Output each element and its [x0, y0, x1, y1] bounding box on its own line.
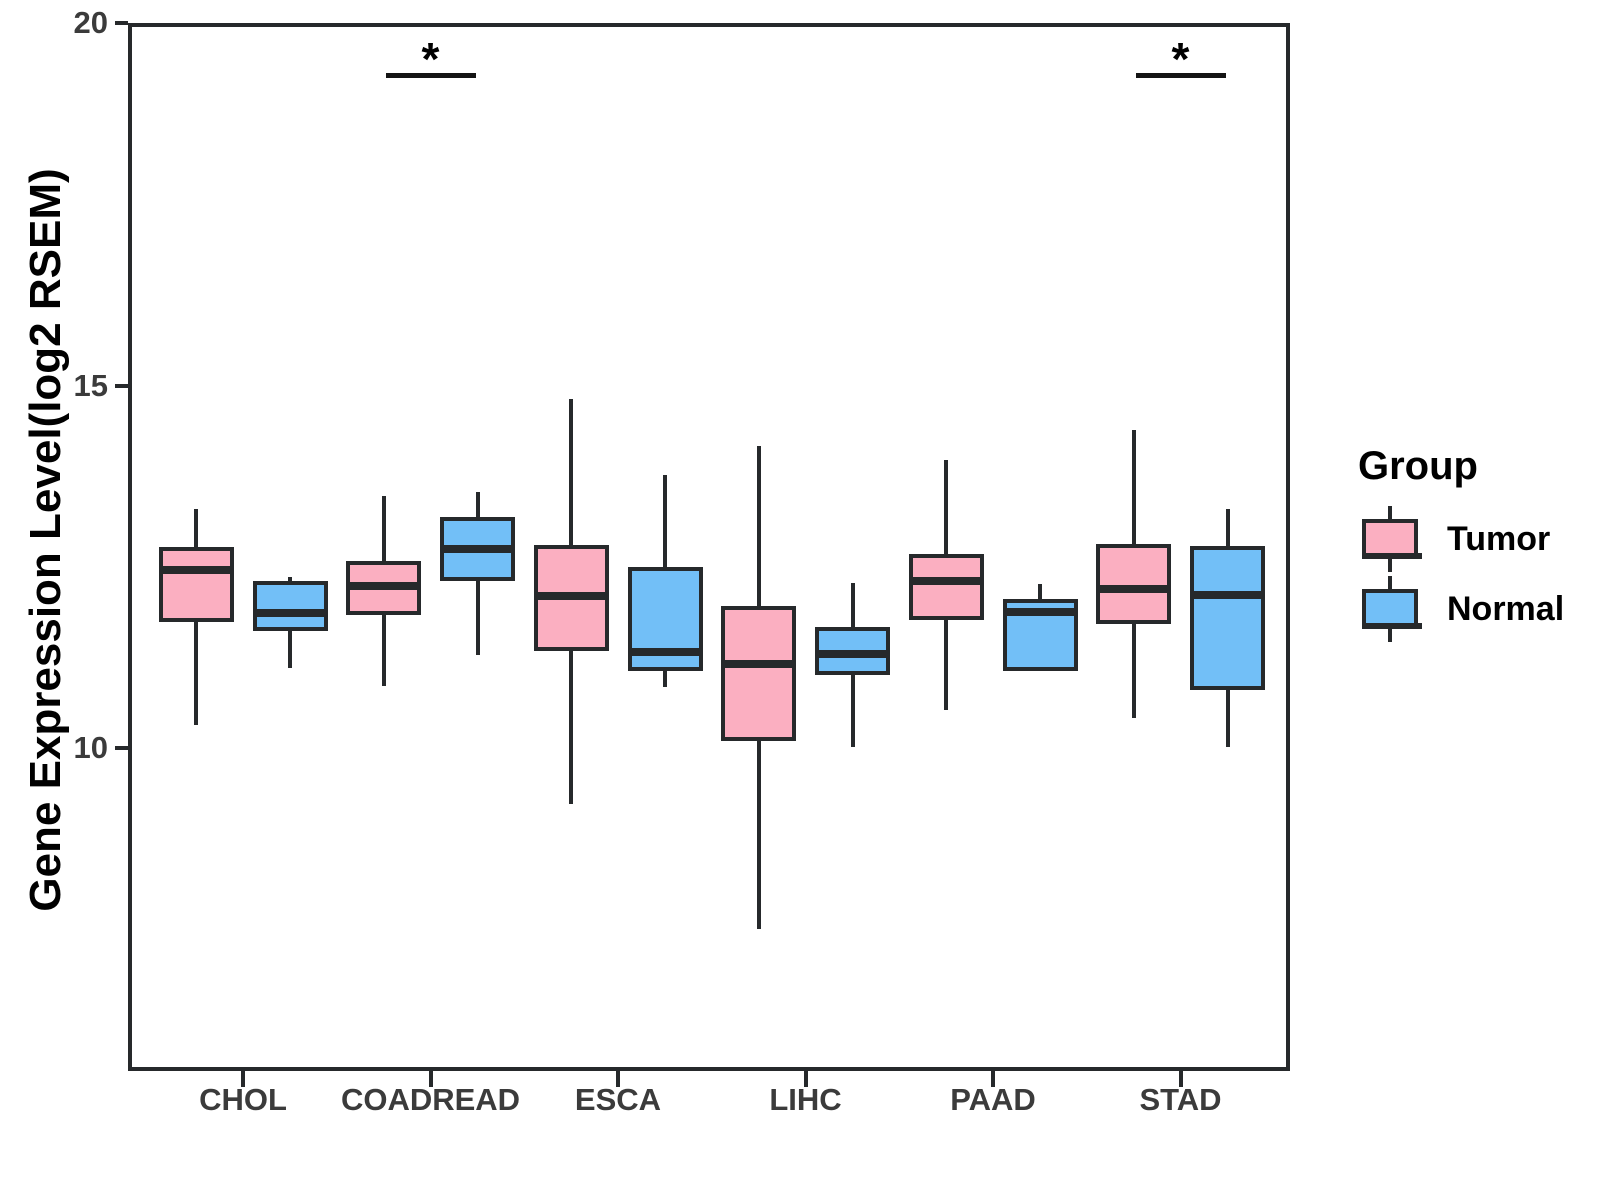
median-PAAD-tumor [908, 576, 984, 585]
y-tick-label-20: 20 [73, 5, 108, 40]
median-CHOL-tumor [158, 566, 234, 575]
x-tick-STAD [1178, 1071, 1183, 1087]
median-ESCA-tumor [533, 591, 609, 600]
median-PAAD-normal [1002, 608, 1078, 617]
x-label-CHOL: CHOL [199, 1082, 287, 1117]
sig-star-COADREAD: * [421, 33, 440, 85]
sig-line-COADREAD [385, 73, 476, 78]
y-tick-15 [115, 383, 128, 388]
y-tick-20 [115, 21, 128, 25]
x-label-PAAD: PAAD [950, 1082, 1036, 1117]
box-CHOL-tumor [158, 547, 234, 622]
box-STAD-normal [1190, 546, 1265, 690]
tumor-boxplot-glyph-icon [1362, 506, 1422, 572]
box-LIHC-tumor [721, 605, 796, 742]
legend-title: Group [1358, 444, 1478, 488]
x-label-LIHC: LIHC [769, 1082, 842, 1117]
x-tick-COADREAD [428, 1071, 433, 1087]
median-LIHC-normal [815, 649, 890, 658]
median-LIHC-tumor [721, 659, 796, 668]
legend-item-tumor: Tumor [1330, 504, 1564, 574]
median-COADREAD-tumor [346, 581, 421, 590]
median-COADREAD-normal [440, 545, 515, 554]
sig-star-STAD: * [1171, 33, 1190, 85]
legend-label-tumor: Tumor [1447, 519, 1551, 558]
x-label-STAD: STAD [1139, 1082, 1222, 1117]
legend: Group Tumor Normal [1330, 442, 1564, 644]
box-CHOL-normal [252, 580, 328, 631]
normal-boxplot-glyph-icon [1362, 576, 1422, 642]
box-PAAD-tumor [908, 553, 984, 620]
x-tick-LIHC [803, 1071, 808, 1087]
median-STAD-normal [1190, 591, 1265, 600]
y-tick-label-10: 10 [73, 730, 108, 765]
median-CHOL-normal [252, 609, 328, 618]
sig-line-STAD [1135, 73, 1226, 78]
box-STAD-tumor [1096, 544, 1171, 625]
x-tick-PAAD [991, 1071, 995, 1087]
x-label-ESCA: ESCA [574, 1082, 662, 1117]
legend-item-normal: Normal [1330, 574, 1564, 644]
y-tick-label-15: 15 [73, 367, 108, 403]
legend-label-normal: Normal [1447, 589, 1565, 628]
x-tick-ESCA [616, 1071, 620, 1087]
x-label-COADREAD: COADREAD [340, 1082, 521, 1117]
y-tick-10 [115, 746, 128, 750]
median-ESCA-normal [627, 648, 703, 657]
x-tick-CHOL [241, 1071, 245, 1087]
median-STAD-tumor [1096, 584, 1171, 593]
